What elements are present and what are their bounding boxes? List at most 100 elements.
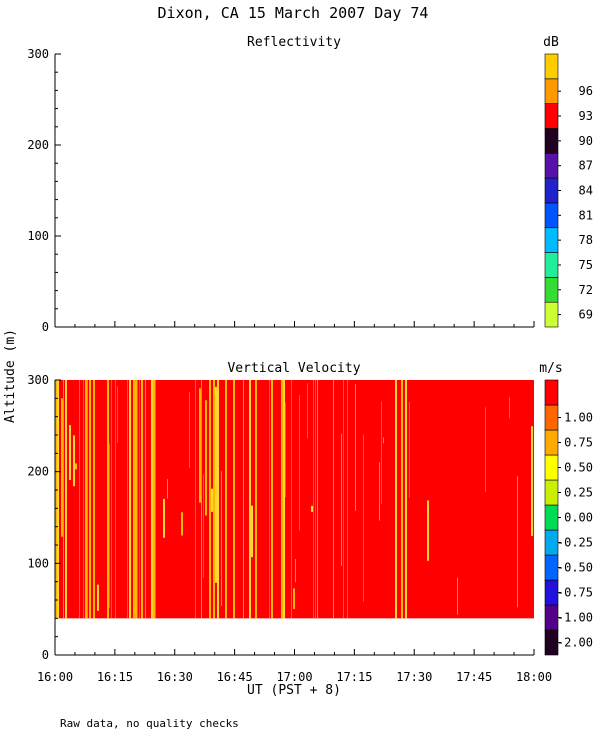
footnote: Raw data, no quality checks	[60, 717, 239, 730]
velocity-streak	[61, 398, 63, 537]
velocity-title: Vertical Velocity	[227, 361, 360, 376]
velocity-streak	[313, 380, 314, 619]
y-tick-label: 200	[27, 465, 49, 479]
velocity-streak	[79, 380, 80, 619]
velocity-streak	[205, 400, 207, 516]
x-axis-label: UT (PST + 8)	[247, 683, 341, 698]
velocity-streak	[355, 383, 356, 511]
colorbar-label: -1.00	[557, 611, 593, 625]
velocity-heatmap	[55, 380, 534, 619]
x-tick-label: 17:15	[336, 670, 372, 684]
velocity-streak	[109, 443, 110, 608]
y-tick-label: 200	[27, 138, 49, 152]
velocity-streak	[65, 380, 67, 619]
colorbar-label: 0.50	[564, 461, 593, 475]
x-tick-label: 16:30	[157, 670, 193, 684]
velocity-streak	[217, 380, 219, 619]
colorbar-label: -0.50	[557, 561, 593, 575]
colorbar-swatch	[544, 404, 559, 431]
velocity-streak	[457, 577, 458, 615]
velocity-streak	[401, 380, 403, 619]
reflectivity-y-axis: 0 100 200 300	[27, 47, 61, 334]
velocity-streak	[243, 380, 244, 619]
colorbar-label: -0.75	[557, 586, 593, 600]
colorbar-label: 81	[579, 208, 593, 222]
colorbar-swatch	[544, 454, 559, 481]
velocity-streak	[55, 380, 57, 619]
velocity-streak	[221, 471, 222, 606]
velocity-streak	[405, 380, 407, 619]
velocity-streak	[225, 380, 227, 619]
x-tick-label: 18:00	[516, 670, 552, 684]
velocity-streak	[509, 396, 510, 419]
velocity-streak	[347, 380, 348, 619]
y-tick-label: 0	[42, 648, 49, 662]
velocity-streak	[311, 505, 313, 512]
colorbar-label: 90	[579, 134, 593, 148]
x-tick-label: 16:45	[217, 670, 253, 684]
colorbar-swatch	[544, 504, 559, 531]
velocity-streak	[213, 380, 215, 619]
velocity-streak	[233, 380, 235, 619]
velocity-streak	[63, 380, 64, 619]
velocity-streak	[209, 380, 211, 619]
velocity-streak	[341, 433, 342, 566]
y-tick-label: 300	[27, 373, 49, 387]
velocity-streak	[93, 380, 95, 619]
velocity-streak	[293, 588, 295, 609]
x-tick-label: 16:00	[37, 670, 73, 684]
velocity-streak	[117, 385, 118, 444]
reflectivity-colorbar: 69 72 75 78 81 84 87 90 93 96	[544, 53, 593, 328]
x-tick-label: 17:00	[276, 670, 312, 684]
velocity-streak	[75, 463, 77, 470]
velocity-background-field	[55, 380, 534, 619]
velocity-streak	[151, 380, 153, 619]
velocity-streak	[115, 380, 116, 619]
velocity-streak	[97, 584, 99, 611]
velocity-streak	[363, 434, 364, 602]
velocity-streak	[85, 380, 87, 619]
velocity-streak	[295, 558, 296, 583]
y-tick-label: 0	[42, 320, 49, 334]
velocity-streak	[383, 437, 384, 444]
colorbar-label: 84	[579, 184, 593, 198]
colorbar-swatch	[544, 103, 559, 129]
velocity-streak	[211, 488, 213, 512]
velocity-streak	[343, 380, 344, 619]
velocity-streak	[531, 426, 533, 537]
x-tick-label: 17:45	[456, 670, 492, 684]
x-tick-label: 16:15	[97, 670, 133, 684]
reflectivity-title: Reflectivity	[247, 35, 341, 50]
velocity-streak	[181, 512, 183, 536]
colorbar-swatch	[544, 202, 559, 229]
colorbar-swatch	[544, 78, 559, 104]
velocity-streak	[379, 462, 380, 521]
colorbar-label: 96	[579, 84, 593, 98]
velocity-streak	[255, 380, 257, 619]
figure-title: Dixon, CA 15 March 2007 Day 74	[158, 4, 429, 22]
shared-y-axis-label: Altitude (m)	[3, 329, 18, 423]
colorbar-swatch	[544, 301, 559, 328]
velocity-streak	[215, 386, 217, 583]
colorbar-swatch	[544, 277, 559, 303]
y-tick-label: 100	[27, 556, 49, 570]
velocity-streak	[249, 380, 251, 619]
velocity-x-axis: 16:00 16:15 16:30 16:45 17:00 17:15 17:30 17:45…	[37, 649, 552, 684]
velocity-colorbar-unit: m/s	[539, 361, 562, 376]
velocity-streak	[381, 401, 382, 504]
velocity-streak	[127, 380, 128, 619]
velocity-streak	[283, 380, 285, 619]
x-tick-label: 17:30	[396, 670, 432, 684]
colorbar-label: 72	[579, 283, 593, 297]
colorbar-swatch	[544, 479, 559, 506]
colorbar-swatch	[544, 379, 559, 406]
colorbar-swatch	[544, 252, 559, 278]
colorbar-label: 93	[579, 109, 593, 123]
y-tick-label: 300	[27, 47, 49, 61]
velocity-streak	[167, 479, 168, 499]
velocity-streak	[409, 402, 410, 498]
velocity-streak	[427, 500, 429, 561]
velocity-streak	[141, 380, 143, 619]
velocity-streak	[195, 380, 196, 619]
